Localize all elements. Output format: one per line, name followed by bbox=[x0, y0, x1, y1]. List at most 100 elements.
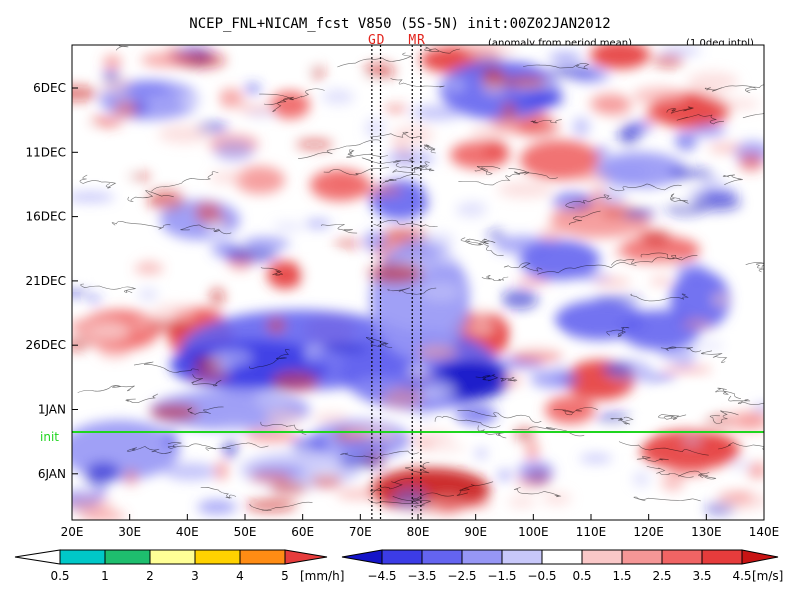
field-cell bbox=[242, 236, 290, 251]
marker-label: D bbox=[377, 33, 385, 48]
field-cell bbox=[752, 403, 764, 412]
field-cell bbox=[517, 277, 550, 284]
field-cell bbox=[738, 152, 764, 172]
contour-line bbox=[709, 410, 739, 424]
contour-line bbox=[742, 112, 764, 119]
contour-line bbox=[125, 393, 158, 403]
field-cell bbox=[223, 438, 238, 460]
precip-colorbar-label: 1 bbox=[101, 569, 109, 583]
field-cell bbox=[158, 125, 211, 144]
field-cell bbox=[434, 252, 476, 264]
field-cell bbox=[579, 454, 613, 463]
field-cell bbox=[303, 266, 319, 278]
field-cell bbox=[553, 363, 566, 372]
field-cell bbox=[501, 101, 516, 122]
field-cell bbox=[179, 94, 210, 107]
precip-colorbar-label: 5 bbox=[281, 569, 289, 583]
field-cell bbox=[113, 100, 139, 118]
field-blob bbox=[270, 91, 310, 119]
field-cell bbox=[729, 461, 753, 469]
wind-colorbar-swatch bbox=[701, 549, 743, 565]
contour-line bbox=[646, 465, 694, 478]
contour-line bbox=[618, 441, 709, 456]
contour-line bbox=[369, 131, 422, 139]
field-cell bbox=[264, 409, 305, 425]
contour-line bbox=[367, 492, 454, 504]
contour-line bbox=[666, 106, 694, 114]
field-cell bbox=[116, 165, 132, 186]
contour-line bbox=[260, 421, 307, 435]
field-cell bbox=[416, 345, 459, 360]
field-cell bbox=[218, 424, 250, 431]
field-cell bbox=[747, 462, 764, 479]
field-cell bbox=[88, 116, 123, 128]
field-cell bbox=[423, 444, 466, 451]
contour-line bbox=[115, 45, 134, 51]
contour-line bbox=[610, 416, 634, 425]
field-cell bbox=[295, 139, 334, 149]
field-cell bbox=[500, 76, 548, 88]
contour-line bbox=[678, 470, 717, 480]
field-cell bbox=[420, 282, 461, 301]
anomaly-field bbox=[72, 45, 764, 520]
contour-line bbox=[565, 194, 612, 209]
contour-line bbox=[180, 224, 232, 235]
field-cell bbox=[572, 117, 590, 137]
field-cell bbox=[415, 412, 435, 421]
contour-line bbox=[133, 361, 199, 373]
field-cell bbox=[487, 230, 505, 240]
chart-title: NCEP_FNL+NICAM_fcst V850 (5S-5N) init:00… bbox=[189, 16, 610, 32]
field-cell bbox=[632, 86, 686, 105]
precip-colorbar-arrow-left bbox=[14, 549, 61, 565]
contour-line bbox=[205, 442, 269, 452]
chart-subtitle: (anomaly from period mean) bbox=[488, 38, 632, 49]
field-cell bbox=[102, 54, 122, 70]
field-cell bbox=[670, 345, 696, 367]
contour-line bbox=[728, 395, 764, 405]
field-cell bbox=[643, 255, 686, 266]
wind-unit: [m/s] bbox=[752, 569, 783, 583]
field-blob bbox=[670, 270, 730, 330]
field-cell bbox=[711, 292, 729, 307]
field-cell bbox=[692, 123, 726, 138]
field-cell bbox=[333, 240, 365, 247]
field-cell bbox=[684, 342, 726, 349]
wind-colorbar-arrow-left bbox=[341, 549, 383, 565]
contour-line bbox=[460, 237, 496, 246]
wind-colorbar-swatch bbox=[461, 549, 503, 565]
field-cell bbox=[700, 422, 713, 433]
field-cell bbox=[98, 345, 131, 359]
contour-line bbox=[249, 501, 313, 511]
wind-colorbar-label: 3.5 bbox=[692, 569, 711, 583]
field-cell bbox=[94, 485, 107, 498]
field-cell bbox=[338, 454, 385, 469]
field-cell bbox=[72, 124, 96, 133]
field-cell bbox=[381, 228, 429, 241]
field-cell bbox=[669, 167, 700, 180]
field-cell bbox=[603, 425, 648, 441]
contour-line bbox=[704, 85, 756, 92]
contour-line bbox=[260, 267, 283, 276]
field-cell bbox=[593, 295, 643, 302]
contour-line bbox=[404, 462, 430, 474]
contour-line bbox=[259, 93, 294, 112]
contour-line bbox=[745, 262, 764, 273]
field-cell bbox=[320, 260, 338, 267]
field-cell bbox=[244, 428, 299, 443]
field-cell bbox=[163, 462, 218, 481]
field-cell bbox=[594, 277, 631, 286]
contour-line bbox=[456, 481, 494, 496]
field-cell bbox=[517, 460, 554, 483]
contour-line bbox=[387, 287, 437, 295]
contour-line bbox=[79, 174, 117, 189]
field-cell bbox=[514, 428, 535, 441]
field-cell bbox=[383, 105, 408, 113]
field-cell bbox=[525, 440, 539, 461]
field-cell bbox=[716, 98, 760, 110]
contour-line bbox=[111, 221, 171, 230]
field-cell bbox=[82, 321, 131, 341]
field-cell bbox=[497, 181, 554, 199]
field-blob bbox=[550, 202, 650, 238]
contour-line bbox=[676, 114, 725, 125]
